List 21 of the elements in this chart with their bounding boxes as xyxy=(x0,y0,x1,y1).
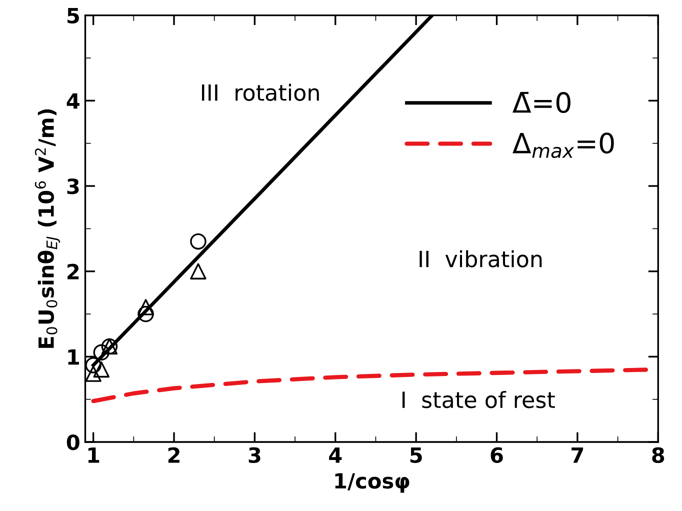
x-tick-label: 5 xyxy=(410,448,422,463)
annotation: I state of rest xyxy=(402,390,555,408)
x-tick-label: 4 xyxy=(329,448,342,463)
x-tick-label: 8 xyxy=(652,447,664,463)
x-tick-label: 3 xyxy=(248,447,260,463)
text: E$_{0}$U$_{0}$sinθ$_{EJ}$ (10$^{6}$ V$^{2}$/m) xyxy=(34,109,60,348)
y-tick-label: 5 xyxy=(68,8,79,24)
annotation: III rotation xyxy=(202,84,319,101)
y-tick-label: 1 xyxy=(68,349,79,365)
y-tick-label: 3 xyxy=(67,178,79,194)
x-tick-label: 2 xyxy=(168,447,180,463)
y-tick-label: 2 xyxy=(68,264,79,280)
y-tick-label: 4 xyxy=(66,93,80,109)
x-tick-label: 1 xyxy=(88,448,100,463)
y-tick-label: 0 xyxy=(66,434,80,450)
legend-label: Δ̄=0 xyxy=(512,92,570,114)
x-tick-label: 6 xyxy=(490,447,503,463)
legend-label: Δ$_{max}$=0 xyxy=(512,132,614,158)
x-tick-label: 7 xyxy=(572,448,584,463)
x-axis-title: 1/cosφ xyxy=(335,473,410,493)
annotation: II vibration xyxy=(420,250,542,268)
